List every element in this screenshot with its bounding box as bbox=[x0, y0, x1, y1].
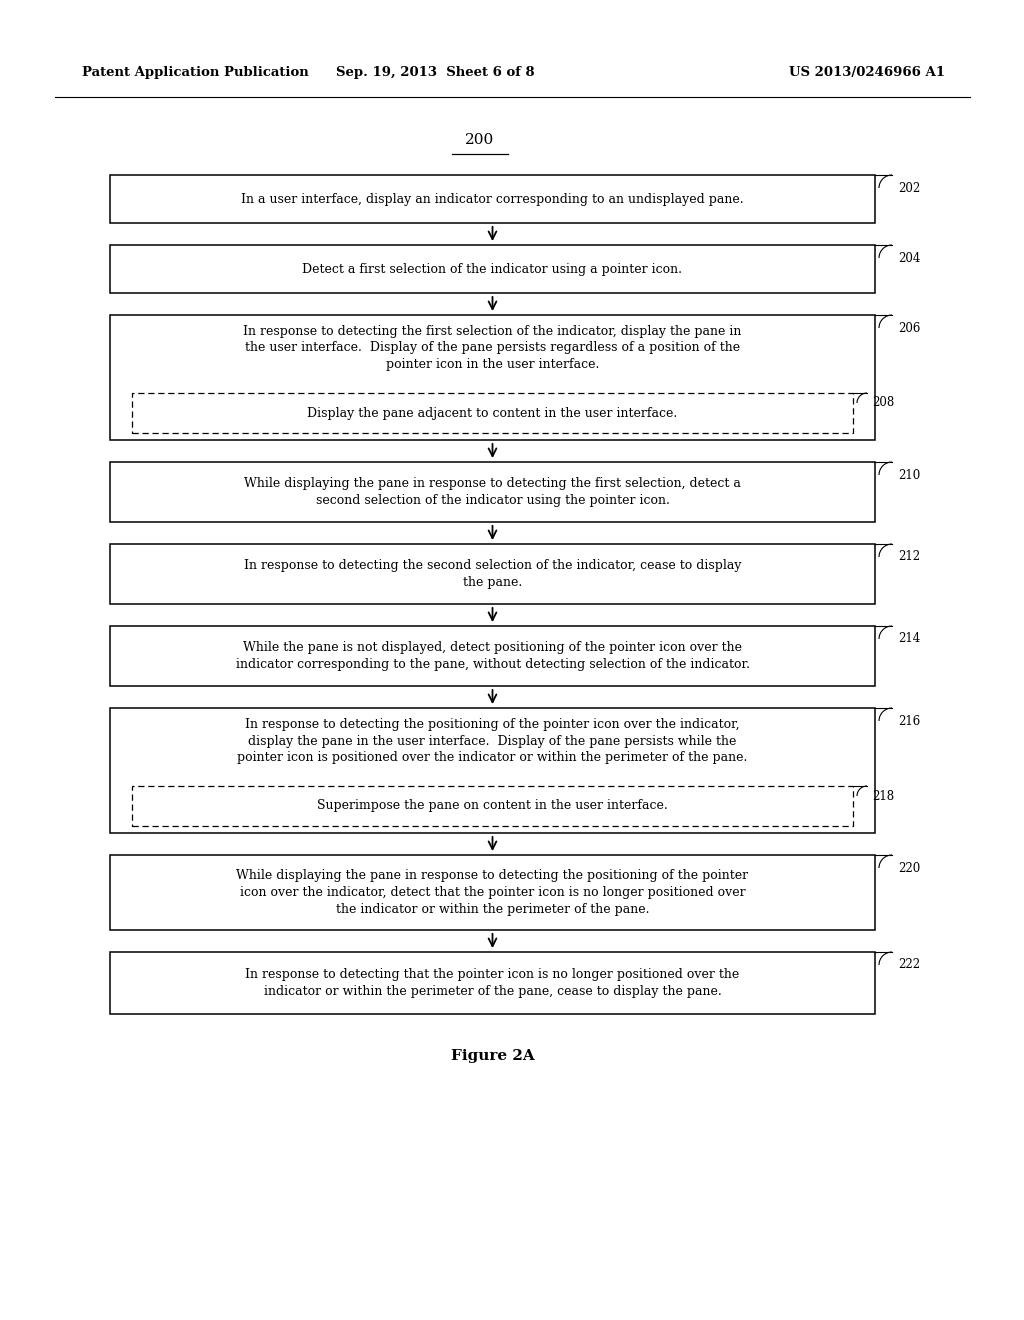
Text: While the pane is not displayed, detect positioning of the pointer icon over the: While the pane is not displayed, detect … bbox=[236, 642, 750, 671]
Bar bbox=[110, 315, 874, 440]
Bar bbox=[110, 952, 874, 1014]
Text: US 2013/0246966 A1: US 2013/0246966 A1 bbox=[790, 66, 945, 78]
Bar bbox=[110, 246, 874, 293]
Text: 222: 222 bbox=[898, 958, 921, 972]
Text: 218: 218 bbox=[872, 789, 894, 803]
Text: 208: 208 bbox=[872, 396, 894, 409]
Bar bbox=[110, 626, 874, 686]
Text: 214: 214 bbox=[898, 632, 921, 645]
Text: 206: 206 bbox=[898, 322, 921, 334]
Bar bbox=[110, 462, 874, 521]
Text: Detect a first selection of the indicator using a pointer icon.: Detect a first selection of the indicato… bbox=[302, 263, 683, 276]
Text: 216: 216 bbox=[898, 714, 921, 727]
Text: 212: 212 bbox=[898, 550, 921, 564]
Text: 200: 200 bbox=[465, 133, 495, 147]
Text: In a user interface, display an indicator corresponding to an undisplayed pane.: In a user interface, display an indicato… bbox=[242, 193, 743, 206]
Text: Sep. 19, 2013  Sheet 6 of 8: Sep. 19, 2013 Sheet 6 of 8 bbox=[336, 66, 535, 78]
Bar bbox=[110, 708, 874, 833]
Text: 202: 202 bbox=[898, 182, 921, 194]
Bar bbox=[110, 176, 874, 223]
Text: In response to detecting the second selection of the indicator, cease to display: In response to detecting the second sele… bbox=[244, 560, 741, 589]
Text: 204: 204 bbox=[898, 252, 921, 264]
Bar bbox=[110, 544, 874, 605]
Text: 210: 210 bbox=[898, 469, 921, 482]
Text: In response to detecting the positioning of the pointer icon over the indicator,: In response to detecting the positioning… bbox=[238, 718, 748, 764]
Text: Superimpose the pane on content in the user interface.: Superimpose the pane on content in the u… bbox=[317, 800, 668, 813]
Text: In response to detecting the first selection of the indicator, display the pane : In response to detecting the first selec… bbox=[244, 325, 741, 371]
Text: Figure 2A: Figure 2A bbox=[451, 1049, 535, 1063]
Bar bbox=[132, 785, 853, 826]
Text: Patent Application Publication: Patent Application Publication bbox=[82, 66, 309, 78]
Text: In response to detecting that the pointer icon is no longer positioned over the
: In response to detecting that the pointe… bbox=[246, 969, 739, 998]
Text: Display the pane adjacent to content in the user interface.: Display the pane adjacent to content in … bbox=[307, 407, 678, 420]
Text: While displaying the pane in response to detecting the first selection, detect a: While displaying the pane in response to… bbox=[244, 478, 741, 507]
Text: 220: 220 bbox=[898, 862, 921, 875]
Text: While displaying the pane in response to detecting the positioning of the pointe: While displaying the pane in response to… bbox=[237, 870, 749, 916]
Bar bbox=[110, 855, 874, 931]
Bar bbox=[132, 393, 853, 433]
